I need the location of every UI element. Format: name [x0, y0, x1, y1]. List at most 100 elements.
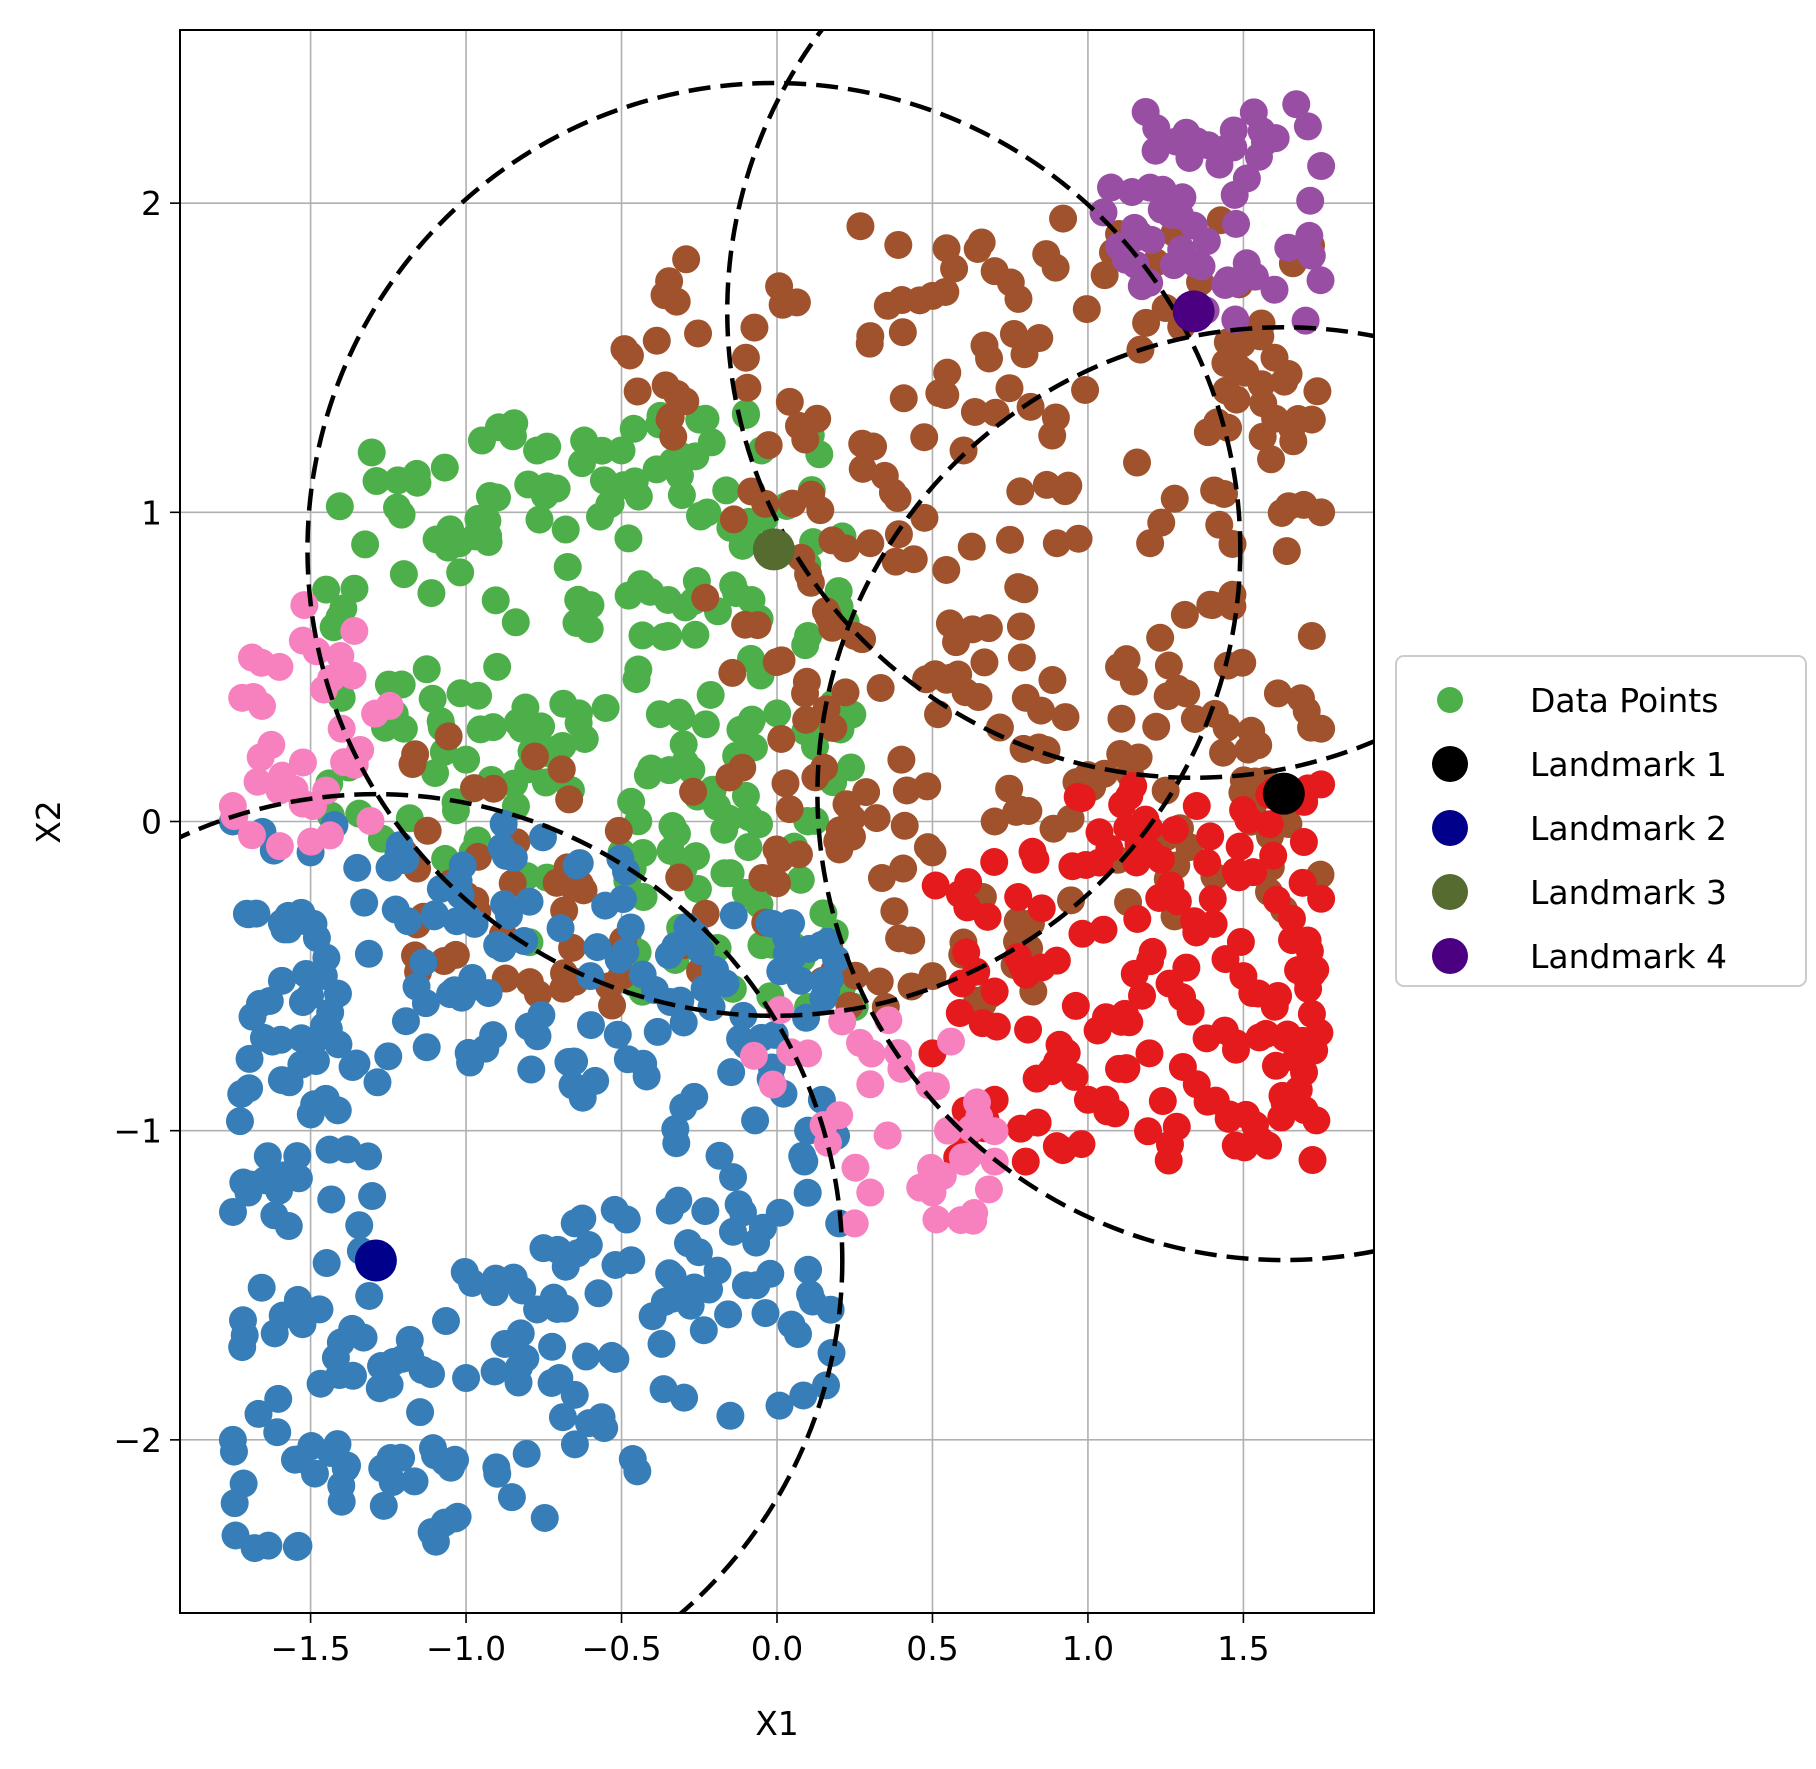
data-point: [489, 809, 518, 838]
data-point: [354, 1142, 383, 1171]
data-point: [751, 1299, 780, 1328]
data-point: [1025, 324, 1054, 353]
data-point: [306, 1369, 335, 1398]
data-point: [731, 400, 760, 429]
data-point: [866, 673, 895, 702]
data-point: [623, 1457, 652, 1486]
data-point: [520, 742, 549, 771]
data-point: [946, 1206, 975, 1235]
data-point: [1147, 195, 1176, 224]
data-point: [260, 1201, 289, 1230]
data-point: [645, 700, 674, 729]
data-point: [528, 823, 557, 852]
data-point: [1042, 529, 1071, 558]
data-point: [481, 586, 510, 615]
data-point: [1262, 885, 1291, 914]
data-point: [913, 772, 942, 801]
data-point: [1209, 738, 1238, 767]
data-point: [375, 853, 404, 882]
data-point: [1051, 703, 1080, 732]
data-point: [1307, 884, 1336, 913]
data-point: [431, 1307, 460, 1336]
legend-marker: [1437, 687, 1463, 713]
data-point: [784, 1320, 813, 1349]
data-point: [420, 902, 449, 931]
data-point: [340, 574, 369, 603]
data-point: [1162, 1112, 1191, 1141]
data-point: [480, 1357, 509, 1386]
data-point: [980, 977, 1009, 1006]
data-point: [574, 1230, 603, 1259]
data-point: [791, 425, 820, 454]
data-point: [714, 1300, 743, 1329]
data-point: [238, 1002, 267, 1031]
data-point: [957, 532, 986, 561]
data-point: [551, 1252, 580, 1281]
data-point: [482, 483, 511, 512]
data-point: [665, 863, 694, 892]
data-point: [1220, 180, 1249, 209]
data-point: [1172, 679, 1201, 708]
data-point: [474, 521, 503, 550]
data-point: [873, 1121, 902, 1150]
data-point: [661, 1115, 690, 1144]
data-point: [564, 699, 593, 728]
data-point: [1159, 251, 1188, 280]
data-point: [1244, 979, 1273, 1008]
data-point: [762, 835, 791, 864]
data-point: [350, 888, 379, 917]
data-point: [629, 838, 658, 867]
data-point: [718, 658, 747, 687]
data-point: [932, 234, 961, 263]
data-point: [247, 1273, 276, 1302]
data-point: [325, 492, 354, 521]
data-point: [1277, 904, 1306, 933]
data-point: [729, 1001, 758, 1030]
data-point: [1154, 651, 1183, 680]
data-point: [1005, 795, 1034, 824]
data-point: [728, 753, 757, 782]
data-point: [1306, 266, 1335, 295]
data-point: [735, 803, 764, 832]
data-point: [525, 505, 554, 534]
data-point: [763, 699, 792, 728]
data-point: [791, 679, 820, 708]
data-point: [1193, 848, 1222, 877]
data-point: [402, 459, 431, 488]
data-point: [312, 943, 341, 972]
data-point: [1239, 858, 1268, 887]
data-point: [837, 822, 866, 851]
data-point: [1160, 484, 1189, 513]
data-point: [960, 397, 989, 426]
data-point: [659, 422, 688, 451]
data-point: [924, 700, 953, 729]
data-point: [251, 1166, 280, 1195]
data-point: [1179, 211, 1208, 240]
data-point: [962, 1088, 991, 1117]
data-point: [550, 1294, 579, 1323]
data-point: [1181, 129, 1210, 158]
data-point: [716, 859, 745, 888]
data-point: [717, 1058, 746, 1087]
data-point: [980, 807, 1009, 836]
data-point: [506, 1319, 535, 1348]
data-point: [409, 948, 438, 977]
data-point: [607, 436, 636, 465]
data-point: [719, 1163, 748, 1192]
data-point: [587, 436, 616, 465]
data-point: [1257, 445, 1286, 474]
data-point: [434, 722, 463, 751]
data-point: [885, 924, 914, 953]
data-point: [722, 579, 751, 608]
data-point: [1303, 377, 1332, 406]
data-point: [865, 967, 894, 996]
data-point: [796, 1280, 825, 1309]
data-point: [282, 1532, 311, 1561]
data-point: [933, 358, 962, 387]
data-point: [740, 313, 769, 342]
data-point: [323, 1430, 352, 1459]
data-point: [1067, 1130, 1096, 1159]
data-point: [1151, 294, 1180, 323]
data-point: [936, 1027, 965, 1056]
data-point: [953, 893, 982, 922]
